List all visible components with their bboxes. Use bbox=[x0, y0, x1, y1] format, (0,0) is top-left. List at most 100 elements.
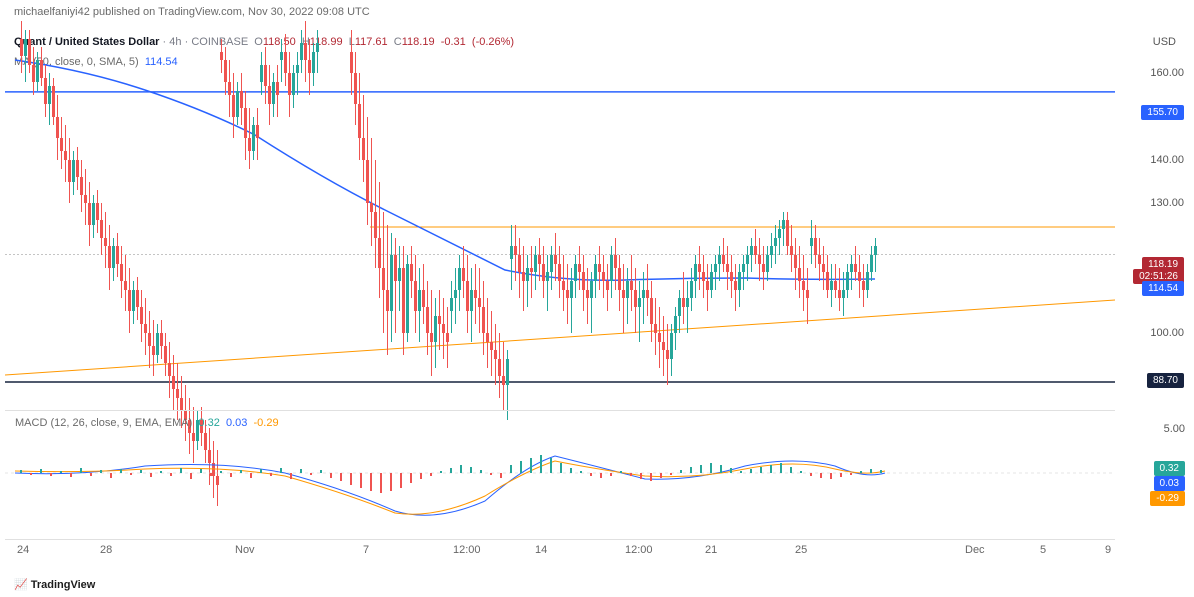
candle bbox=[140, 307, 143, 324]
candle bbox=[574, 264, 577, 281]
candle bbox=[92, 203, 95, 225]
macd-bar bbox=[430, 473, 432, 476]
candle bbox=[510, 246, 513, 259]
macd-bar bbox=[820, 473, 822, 478]
candle bbox=[530, 268, 533, 272]
candle bbox=[738, 272, 741, 289]
candle bbox=[228, 82, 231, 95]
y-tick: 100.00 bbox=[1150, 327, 1184, 339]
macd-bar bbox=[50, 473, 52, 476]
candle bbox=[538, 255, 541, 264]
candle bbox=[670, 333, 673, 359]
macd-bar bbox=[450, 468, 452, 473]
candle bbox=[96, 203, 99, 220]
macd-tag: 0.03 bbox=[1154, 476, 1185, 491]
candle bbox=[406, 264, 409, 333]
candle bbox=[834, 281, 837, 290]
macd-bar bbox=[410, 473, 412, 483]
macd-bar bbox=[550, 458, 552, 473]
candle bbox=[362, 138, 365, 160]
candle bbox=[714, 264, 717, 273]
macd-bar bbox=[580, 471, 582, 473]
candle bbox=[152, 346, 155, 355]
macd-bar bbox=[800, 471, 802, 473]
macd-bar bbox=[370, 473, 372, 491]
candle bbox=[116, 246, 119, 263]
candle bbox=[350, 52, 353, 74]
candle bbox=[526, 268, 529, 281]
macd-bar bbox=[680, 470, 682, 473]
price-chart[interactable] bbox=[5, 30, 1115, 398]
candle bbox=[610, 255, 613, 281]
x-tick: 9 bbox=[1105, 544, 1111, 556]
candle bbox=[296, 65, 299, 74]
candle bbox=[854, 264, 857, 273]
candle bbox=[128, 290, 131, 312]
candle bbox=[698, 264, 701, 273]
candle bbox=[782, 220, 785, 229]
candle bbox=[60, 138, 63, 151]
candle bbox=[256, 125, 259, 138]
candle bbox=[790, 246, 793, 255]
macd-bar bbox=[120, 469, 122, 473]
candle bbox=[570, 281, 573, 298]
candle bbox=[754, 246, 757, 255]
candle bbox=[722, 255, 725, 264]
macd-bar bbox=[630, 473, 632, 476]
macd-bar bbox=[20, 470, 22, 473]
candle bbox=[514, 246, 517, 255]
macd-bar bbox=[110, 473, 112, 478]
candle bbox=[866, 272, 869, 289]
candle bbox=[268, 86, 271, 103]
candle bbox=[562, 281, 565, 290]
macd-bar bbox=[700, 465, 702, 473]
candle bbox=[614, 255, 617, 268]
candle bbox=[40, 60, 43, 77]
candle bbox=[308, 60, 311, 73]
candle bbox=[534, 255, 537, 272]
candle bbox=[108, 246, 111, 268]
macd-bar bbox=[740, 471, 742, 473]
candle bbox=[626, 281, 629, 298]
candle bbox=[386, 290, 389, 312]
macd-bar bbox=[70, 473, 72, 477]
candle bbox=[594, 264, 597, 281]
candle bbox=[874, 246, 877, 255]
candle bbox=[390, 255, 393, 311]
macd-bar bbox=[710, 463, 712, 473]
macd-bar bbox=[470, 467, 472, 473]
macd-bar bbox=[480, 470, 482, 473]
candle bbox=[706, 281, 709, 290]
candle bbox=[442, 324, 445, 333]
candle bbox=[220, 52, 223, 61]
macd-bar bbox=[150, 473, 152, 477]
candle bbox=[862, 281, 865, 290]
candle bbox=[76, 160, 79, 177]
candle bbox=[236, 91, 239, 117]
macd-bar bbox=[350, 473, 352, 485]
candle bbox=[734, 281, 737, 290]
candle bbox=[120, 264, 123, 281]
author: michaelfaniyi42 bbox=[14, 6, 90, 18]
candle bbox=[630, 281, 633, 290]
macd-bar bbox=[770, 465, 772, 473]
x-tick: Nov bbox=[235, 544, 255, 556]
macd-bar bbox=[870, 469, 872, 473]
candle bbox=[172, 376, 175, 389]
macd-bar bbox=[240, 470, 242, 473]
candle bbox=[590, 281, 593, 298]
macd-bar bbox=[660, 473, 662, 478]
macd-panel[interactable]: MACD (12, 26, close, 9, EMA, EMA) 0.32 0… bbox=[5, 410, 1115, 538]
macd-bar bbox=[590, 473, 592, 476]
candle bbox=[240, 91, 243, 108]
candle bbox=[28, 39, 31, 65]
candle bbox=[850, 264, 853, 273]
macd-bar bbox=[60, 471, 62, 473]
candle bbox=[160, 333, 163, 346]
candle bbox=[742, 264, 745, 273]
candle bbox=[846, 272, 849, 289]
candle bbox=[276, 82, 279, 95]
candle bbox=[542, 264, 545, 281]
x-tick: 25 bbox=[795, 544, 807, 556]
candle bbox=[398, 268, 401, 281]
